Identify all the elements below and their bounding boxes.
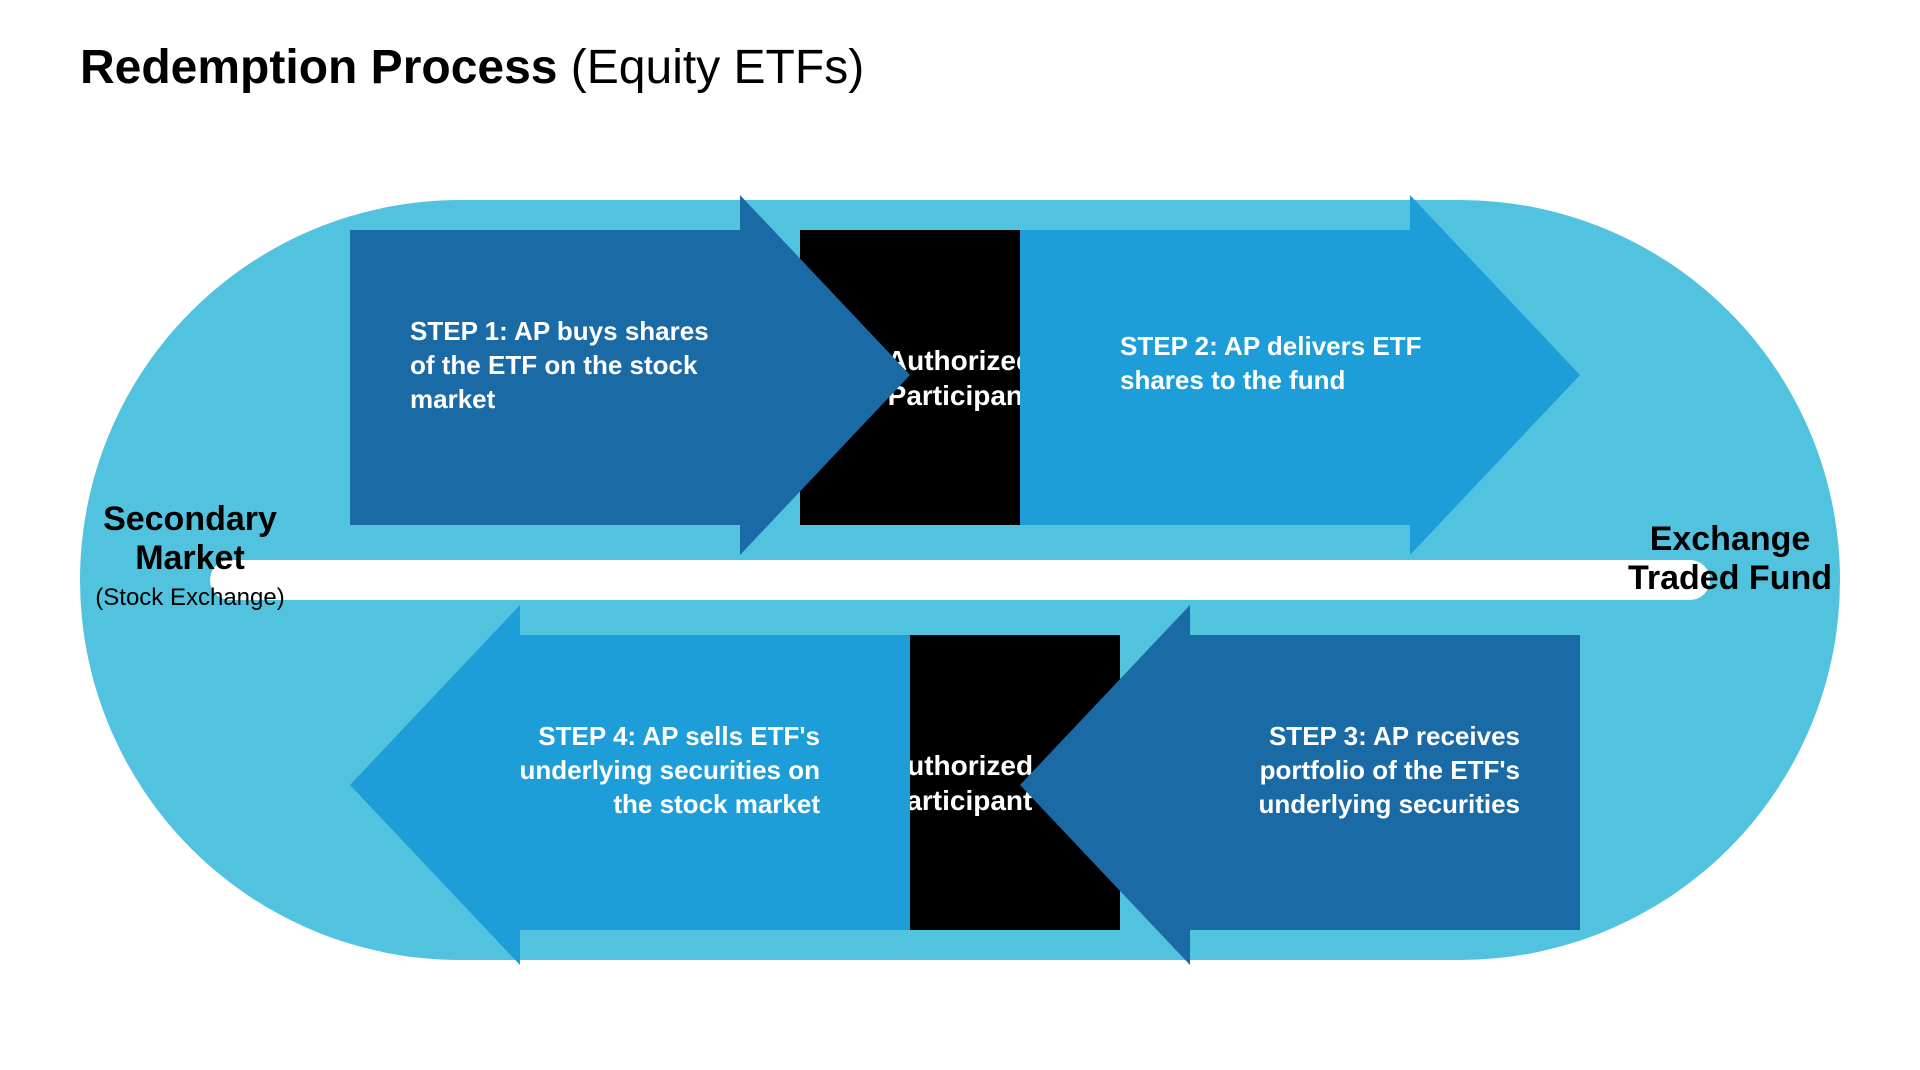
page-title: Redemption Process (Equity ETFs) <box>80 40 864 95</box>
step-1-arrow: STEP 1: AP buys shares of the ETF on the… <box>350 195 910 555</box>
title-light: (Equity ETFs) <box>557 41 864 94</box>
left-endpoint-label: Secondary Market (Stock Exchange) <box>60 500 320 612</box>
center-divider <box>210 560 1710 600</box>
redemption-diagram: Secondary Market (Stock Exchange) Exchan… <box>80 170 1840 990</box>
left-label-sub: (Stock Exchange) <box>60 584 320 612</box>
right-endpoint-label: Exchange Traded Fund <box>1600 520 1860 604</box>
step-3-text: STEP 3: AP receives portfolio of the ETF… <box>1210 720 1520 821</box>
step-1-text: STEP 1: AP buys shares of the ETF on the… <box>410 315 730 416</box>
step-2-arrow: STEP 2: AP delivers ETF shares to the fu… <box>1020 195 1580 555</box>
title-bold: Redemption Process <box>80 41 557 94</box>
left-label-main: Secondary Market <box>60 500 320 578</box>
step-4-arrow: STEP 4: AP sells ETF's underlying securi… <box>350 605 910 965</box>
step-3-arrow: STEP 3: AP receives portfolio of the ETF… <box>1020 605 1580 965</box>
step-4-text: STEP 4: AP sells ETF's underlying securi… <box>480 720 820 821</box>
right-label-main: Exchange Traded Fund <box>1600 520 1860 598</box>
step-2-text: STEP 2: AP delivers ETF shares to the fu… <box>1120 330 1440 398</box>
